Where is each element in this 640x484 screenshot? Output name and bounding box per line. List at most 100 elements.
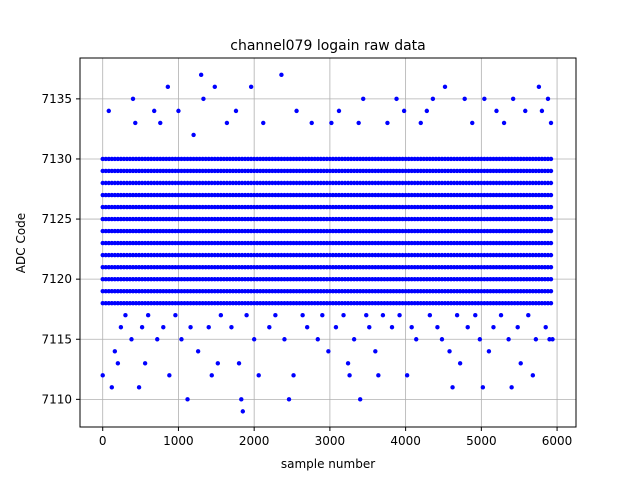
data-point — [179, 228, 184, 234]
data-point — [209, 276, 214, 282]
data-point — [191, 216, 196, 222]
data-point — [176, 168, 181, 174]
data-point — [127, 228, 133, 234]
data-point — [373, 300, 378, 306]
data-point — [364, 252, 369, 258]
data-point — [373, 349, 378, 354]
data-point — [170, 240, 175, 246]
data-point — [424, 288, 430, 294]
data-point — [536, 180, 542, 186]
data-point — [318, 276, 324, 282]
data-point — [503, 288, 508, 294]
data-point — [276, 180, 281, 186]
data-point — [367, 156, 372, 162]
data-point — [542, 240, 548, 246]
data-point — [224, 204, 230, 210]
data-point — [185, 300, 190, 306]
data-point — [176, 300, 181, 306]
data-point — [470, 216, 475, 222]
data-point — [288, 156, 293, 162]
data-point — [158, 300, 163, 306]
data-point — [112, 288, 118, 294]
data-point — [158, 120, 163, 126]
data-point — [155, 288, 160, 294]
data-point — [309, 192, 314, 198]
data-point — [485, 204, 490, 210]
data-point — [206, 252, 211, 258]
data-point — [463, 240, 469, 246]
data-point — [515, 276, 520, 282]
data-point — [470, 228, 475, 234]
data-point — [418, 288, 423, 294]
data-point — [239, 252, 245, 258]
data-point — [264, 288, 269, 294]
data-point — [486, 349, 492, 354]
data-point — [333, 216, 339, 222]
data-point — [367, 180, 372, 186]
data-point — [388, 228, 393, 234]
data-point — [173, 300, 178, 306]
data-point — [285, 264, 290, 270]
data-point — [445, 216, 451, 222]
data-point — [261, 228, 266, 234]
data-point — [354, 228, 360, 234]
data-point — [536, 84, 542, 90]
data-point — [152, 108, 157, 114]
data-point — [306, 204, 311, 210]
data-point — [215, 361, 221, 366]
data-point — [164, 300, 169, 306]
data-point — [447, 349, 452, 354]
data-point — [433, 240, 439, 246]
data-point — [197, 192, 202, 198]
data-point — [230, 252, 236, 258]
data-point — [315, 180, 320, 186]
data-point — [191, 180, 196, 186]
data-point — [336, 168, 342, 174]
data-point — [400, 288, 405, 294]
data-point — [297, 228, 302, 234]
data-point — [100, 192, 105, 198]
data-point — [385, 204, 390, 210]
data-point — [539, 300, 545, 306]
data-point — [218, 192, 224, 198]
data-point — [361, 228, 366, 234]
data-point — [530, 228, 536, 234]
data-point — [109, 300, 115, 306]
data-point — [100, 216, 105, 222]
data-point — [312, 240, 317, 246]
data-point — [145, 216, 151, 222]
data-point — [506, 240, 511, 246]
data-point — [345, 276, 351, 282]
data-point — [400, 204, 405, 210]
data-point — [433, 228, 439, 234]
data-point — [124, 252, 130, 258]
data-point — [533, 300, 539, 306]
data-point — [276, 300, 281, 306]
y-tick-label: 7115 — [41, 332, 72, 346]
data-point — [497, 204, 502, 210]
data-point — [161, 180, 166, 186]
data-point — [436, 300, 442, 306]
data-point — [448, 288, 454, 294]
data-point — [315, 264, 320, 270]
data-point — [512, 276, 517, 282]
data-point — [345, 361, 351, 366]
data-point — [109, 180, 115, 186]
data-point — [197, 216, 202, 222]
data-point — [118, 156, 124, 162]
data-point — [373, 276, 378, 282]
data-point — [382, 228, 387, 234]
data-point — [473, 252, 478, 258]
data-point — [200, 228, 205, 234]
data-point — [221, 228, 227, 234]
data-point — [264, 276, 269, 282]
data-point — [400, 192, 405, 198]
data-point — [242, 168, 248, 174]
data-point — [357, 204, 363, 210]
data-point — [291, 373, 296, 378]
data-point — [327, 156, 333, 162]
data-point — [391, 192, 396, 198]
data-point — [454, 313, 460, 318]
data-point — [155, 228, 160, 234]
data-point — [412, 276, 417, 282]
